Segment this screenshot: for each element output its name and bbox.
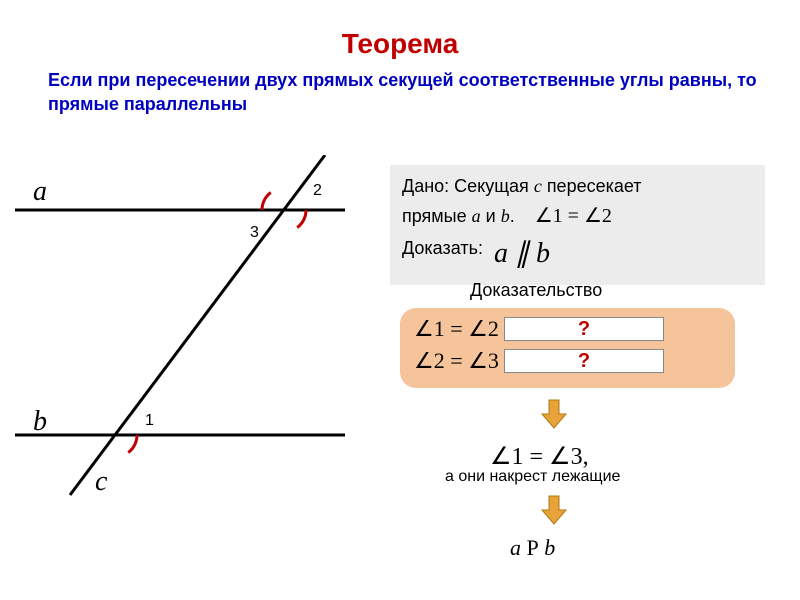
blank-1: ?: [504, 317, 664, 341]
conclusion-note: а они накрест лежащие: [445, 468, 620, 486]
prove-line: Доказать: a ∥ b: [402, 232, 755, 275]
given-line-1: Дано: Секущая с пересекает: [402, 173, 755, 201]
svg-text:c: c: [95, 466, 108, 497]
arrow-down-2: [540, 494, 568, 526]
prove-expression: a ∥ b: [494, 232, 550, 275]
svg-text:3: 3: [250, 224, 259, 241]
given-box: Дано: Секущая с пересекает прямые а и b.…: [390, 165, 765, 285]
conclusion-angle-eq: ∠1 = ∠3,: [490, 442, 589, 471]
geometry-diagram: a b c 2 3 1: [15, 155, 385, 515]
svg-text:a: a: [33, 176, 47, 207]
given-line-2: прямые а и b. ∠1 = ∠2: [402, 201, 755, 232]
arrow-down-1: [540, 398, 568, 430]
svg-text:1: 1: [145, 412, 154, 429]
blank-2: ?: [504, 349, 664, 373]
theorem-title: Теорема: [0, 0, 800, 60]
proof-row-1: ∠1 = ∠2 ?: [414, 316, 735, 342]
theorem-statement: Если при пересечении двух прямых секущей…: [0, 60, 800, 117]
proof-heading: Доказательство: [470, 280, 602, 301]
svg-text:2: 2: [313, 182, 322, 199]
svg-text:b: b: [33, 406, 47, 437]
proof-box: ∠1 = ∠2 ? ∠2 = ∠3 ?: [400, 308, 735, 388]
final-conclusion: a Р b: [510, 535, 555, 561]
proof-row-2: ∠2 = ∠3 ?: [414, 348, 735, 374]
